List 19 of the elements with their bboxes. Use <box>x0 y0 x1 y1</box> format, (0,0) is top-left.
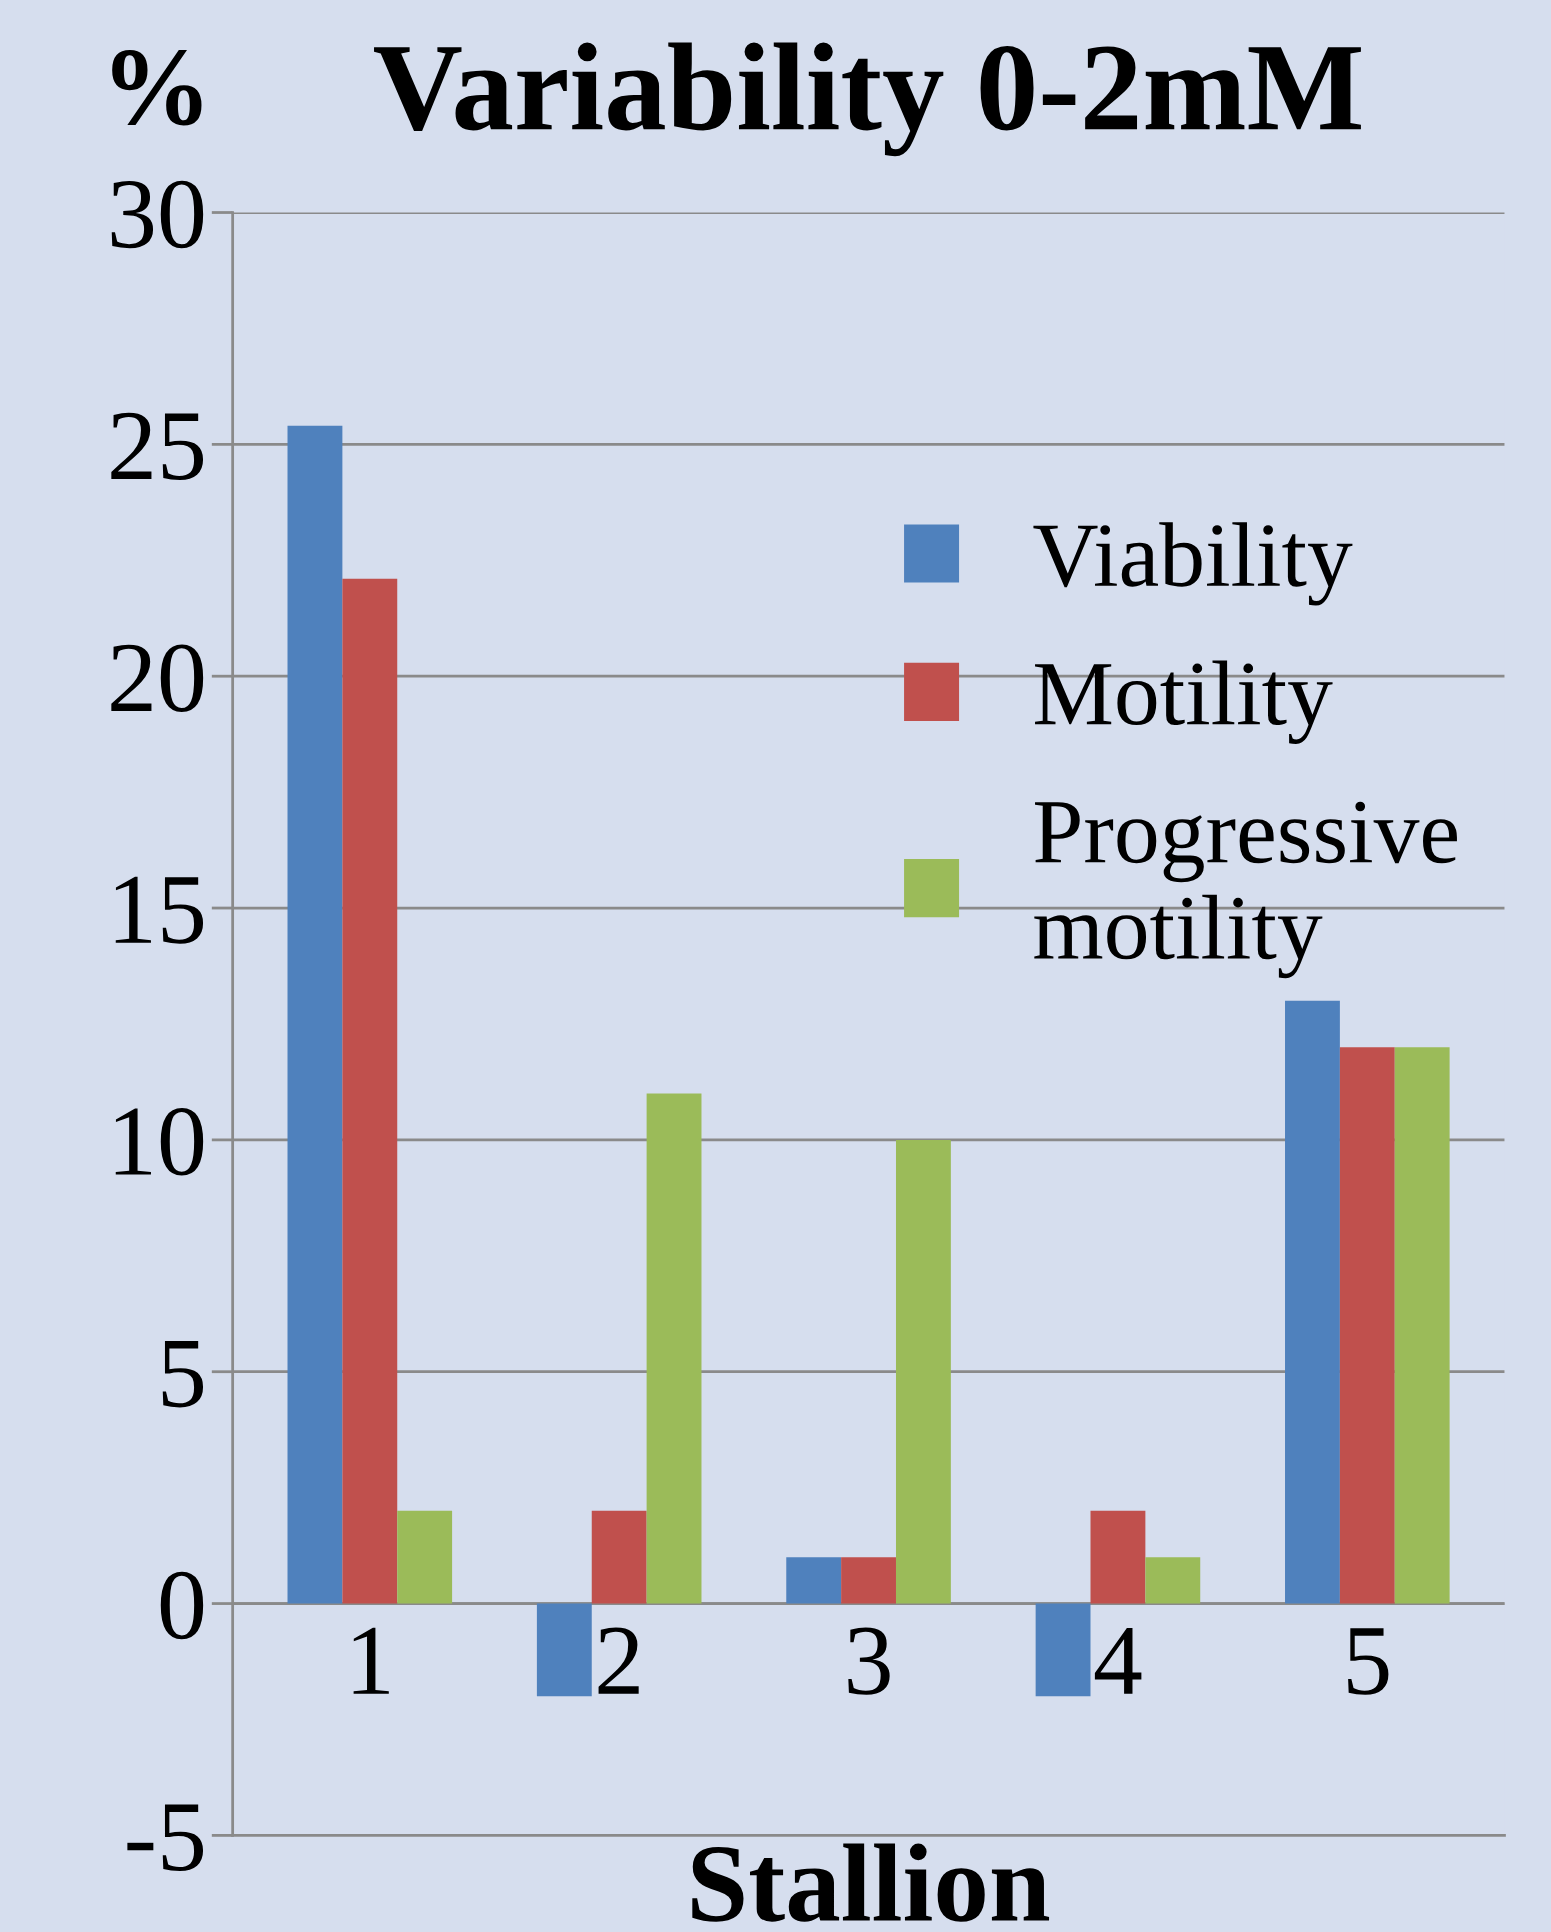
y-tick-label: 20 <box>111 644 204 712</box>
y-tick-label: 0 <box>160 1571 204 1640</box>
y-tick-label: -5 <box>127 1804 204 1872</box>
legend-label: Progressive motility <box>1034 801 1457 979</box>
legend-label: Viability <box>1033 522 1353 606</box>
x-tick-label: 4 <box>1094 1627 1142 1694</box>
y-tick-label: 15 <box>115 876 204 944</box>
y-tick-label: 30 <box>111 180 204 249</box>
y-tick-label: 25 <box>111 412 204 481</box>
y-tick-label: 5 <box>162 1340 204 1408</box>
chart-title: Variability 0-2mM <box>374 42 1361 157</box>
y-axis-title: % <box>112 50 202 126</box>
y-tick-label: 10 <box>115 1108 204 1176</box>
x-axis-title: Stallion <box>692 1843 1050 1922</box>
x-tick-label: 1 <box>353 1627 389 1694</box>
x-tick-label: 5 <box>1348 1628 1389 1695</box>
x-tick-label: 3 <box>848 1627 890 1695</box>
x-tick-label: 2 <box>598 1627 639 1694</box>
legend-label: Motility <box>1035 660 1333 744</box>
